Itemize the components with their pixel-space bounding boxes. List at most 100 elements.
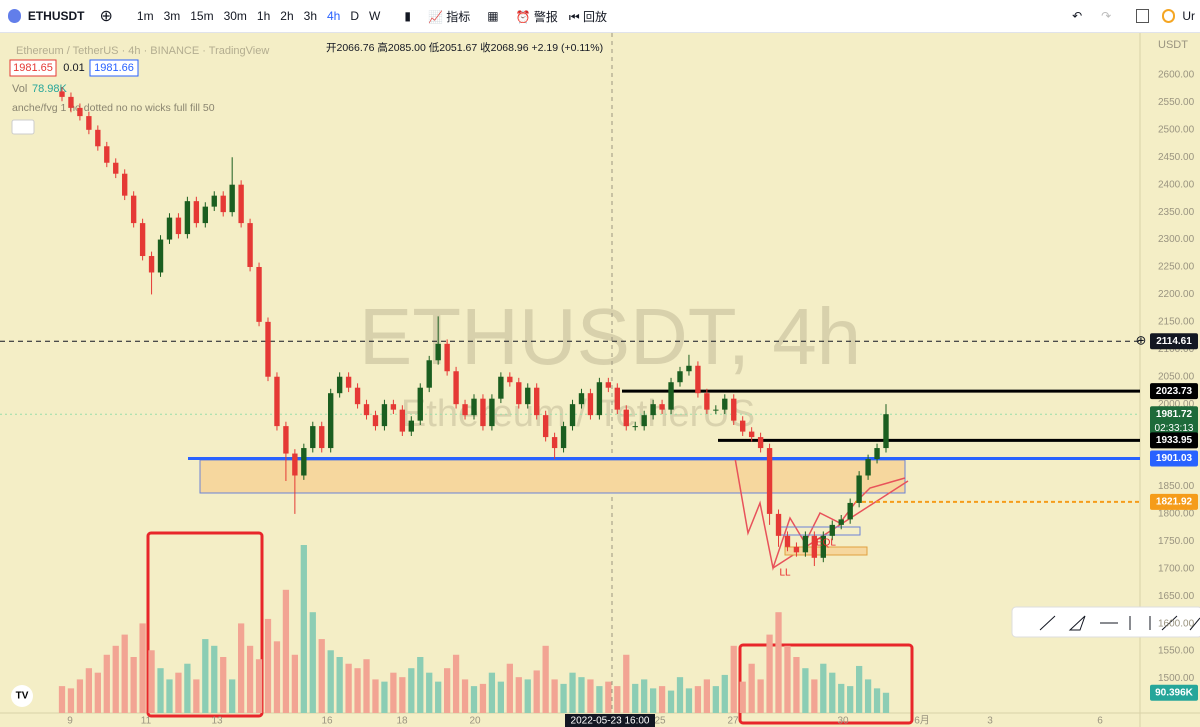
candle-body (292, 453, 298, 476)
candle-body (883, 414, 889, 449)
y-tick-label: 1650.00 (1158, 591, 1195, 602)
highlight-box (146, 531, 264, 718)
y-tick-label: 1750.00 (1158, 536, 1195, 547)
indicators[interactable]: 📈 指标 (427, 9, 471, 24)
price-label-box (1150, 383, 1198, 400)
interval[interactable]: D (350, 9, 360, 23)
price-label-box (1150, 493, 1198, 510)
user-icon[interactable] (1162, 9, 1176, 23)
volume-bar (488, 672, 496, 713)
x-tick-label: 6月 (914, 715, 930, 727)
replay[interactable]: ⏮ 回放 (568, 9, 608, 24)
toolbar-box (1011, 606, 1200, 638)
layout-box[interactable] (1136, 9, 1150, 23)
y-tick-label: 2450.00 (1158, 152, 1195, 163)
currency: USDT (1158, 39, 1188, 51)
x-tick-label: 13 (211, 716, 223, 727)
volume-bar (399, 677, 406, 713)
candle-body (596, 382, 603, 416)
candle-body (453, 371, 459, 405)
candle-body (820, 535, 826, 558)
volume-bar (220, 657, 227, 713)
volume-bar (193, 679, 200, 713)
y-tick-label: 2000.00 (1158, 399, 1195, 410)
tv-logo[interactable] (11, 685, 33, 707)
candle-body (659, 404, 665, 410)
candle-body (104, 146, 110, 163)
volume-label: 90.396K (1155, 687, 1194, 698)
toolbar-icons[interactable] (1039, 615, 1200, 631)
candle-body (130, 195, 137, 224)
candle-body (578, 393, 585, 405)
volume-bar (139, 623, 146, 713)
interval[interactable]: 1m (136, 9, 154, 23)
price-label: 1933.95 (1156, 435, 1193, 446)
volume-bar (882, 692, 890, 713)
interval[interactable]: 3m (163, 9, 181, 23)
price-label-box (1150, 333, 1198, 350)
candle-body (220, 195, 226, 213)
alerts[interactable]: ⏰ 警报 (515, 9, 558, 24)
y-tick-label: 1850.00 (1158, 481, 1195, 492)
chart: ETHUSDT, 4h Ethereum / TetherUS Ethereum… (0, 33, 1200, 727)
candle-body (372, 415, 379, 427)
volume-bar (569, 672, 576, 713)
candle-body (86, 116, 92, 130)
ob-box (784, 546, 868, 556)
countdown: 02:33:13 (1155, 423, 1194, 434)
candle-body (229, 184, 235, 213)
volume-bar (94, 672, 101, 713)
volume-bar (497, 681, 505, 713)
candle-body (722, 398, 728, 410)
candle-body (587, 393, 594, 416)
candle-body (283, 426, 289, 454)
interval[interactable]: 4h (327, 9, 341, 23)
x-tick-label: 27 (727, 716, 739, 727)
volume-bar (757, 679, 764, 713)
candle-body (874, 448, 880, 460)
x-tick-label: 3 (987, 716, 993, 727)
volume-bar (676, 677, 684, 713)
layouts[interactable]: ▦ (487, 9, 499, 23)
candle-body (677, 371, 683, 383)
candle-body (417, 387, 423, 421)
undo[interactable]: ↶ (1072, 9, 1083, 23)
candle-body (68, 96, 74, 108)
symbol-icon (8, 9, 21, 23)
interval[interactable]: 1h (256, 9, 271, 23)
fvg-zone (199, 459, 906, 494)
indicators-label: 指标 (446, 9, 471, 24)
x-tick-label: 2022-05-23 16:00 (571, 716, 650, 727)
candle-body (704, 393, 710, 410)
interval[interactable]: 3h (303, 9, 317, 23)
y-tick-label: 2050.00 (1158, 371, 1195, 382)
interval[interactable]: W (369, 9, 381, 23)
chart-background (0, 33, 1200, 727)
candle-body (435, 343, 441, 361)
chart-type[interactable]: ▮ (404, 9, 411, 23)
volume-bar (166, 679, 173, 713)
volume-bar (766, 634, 773, 713)
interval[interactable]: 30m (223, 9, 247, 23)
volume-bar (345, 663, 352, 713)
candle-body (632, 426, 638, 428)
redo[interactable]: ↷ (1101, 9, 1112, 23)
candle-body (157, 239, 164, 273)
user[interactable]: Ur (1182, 9, 1195, 23)
collapse-button[interactable] (11, 119, 35, 135)
volume-bar (461, 679, 469, 713)
interval[interactable]: 15m (190, 9, 214, 23)
candle-body (525, 387, 531, 405)
volume-bar (157, 668, 164, 713)
candle-body (390, 404, 397, 410)
ask-box (89, 59, 139, 77)
interval[interactable]: 2h (280, 9, 294, 23)
indicator-name: anche/fvg 1 no dotted no no wicks full f… (12, 102, 215, 114)
candle-body (211, 195, 217, 207)
x-tick-label: 9 (67, 716, 73, 727)
add-symbol[interactable]: ⊕ (99, 8, 113, 25)
candle-body (641, 415, 647, 427)
price-label-box (1150, 450, 1198, 467)
volume-bar (542, 645, 549, 713)
symbol[interactable]: ETHUSDT (27, 9, 85, 23)
